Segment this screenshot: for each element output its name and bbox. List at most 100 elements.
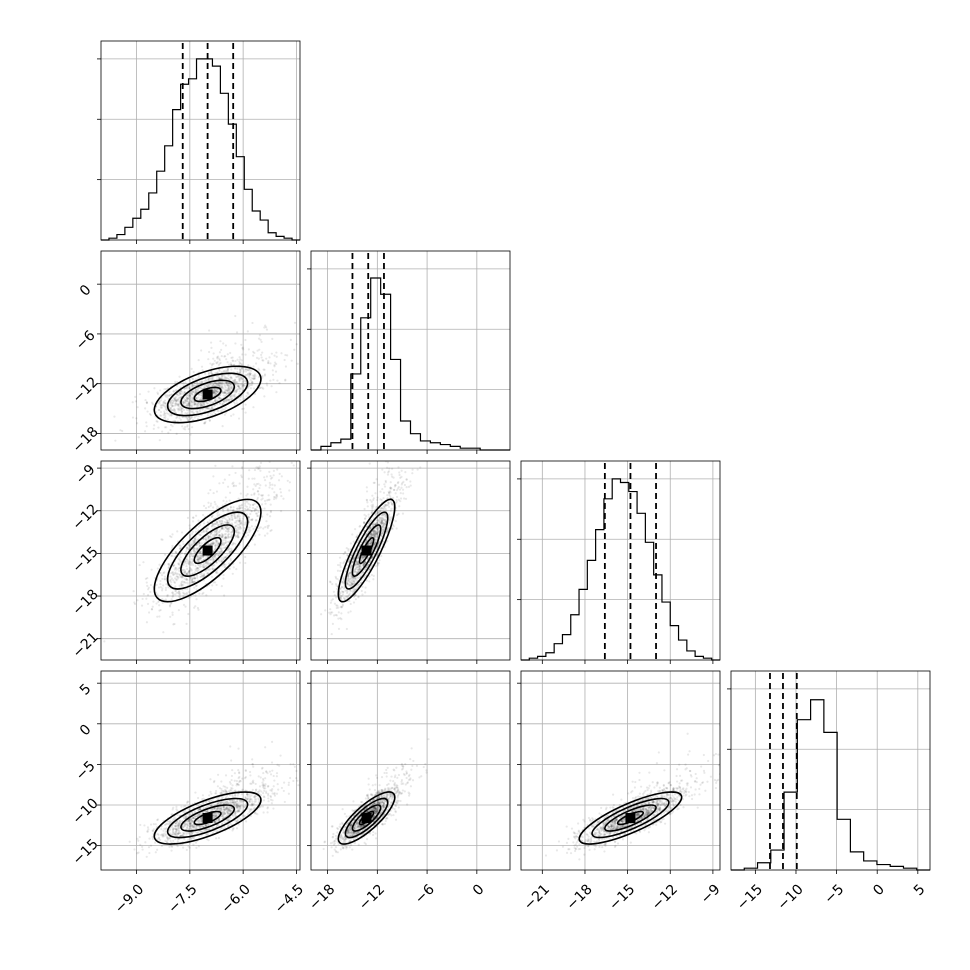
sample-point <box>188 387 191 390</box>
sample-point <box>207 406 210 410</box>
sample-point <box>257 527 261 530</box>
sample-point <box>361 585 364 588</box>
sample-point <box>266 499 269 502</box>
sample-point <box>178 393 181 397</box>
sample-point <box>172 623 175 626</box>
sample-point <box>229 536 232 539</box>
sample-point <box>207 378 210 381</box>
sample-point <box>255 356 259 359</box>
sample-point <box>279 488 282 491</box>
sample-point <box>381 521 384 524</box>
sample-point <box>190 532 194 535</box>
sample-point <box>273 365 276 368</box>
sample-point <box>284 379 287 382</box>
sample-point <box>340 594 343 598</box>
sample-point <box>279 491 283 494</box>
sample-point <box>361 557 365 560</box>
sample-point <box>260 503 264 506</box>
sample-point <box>231 801 234 804</box>
sample-point <box>350 583 353 586</box>
density-contour <box>153 498 262 603</box>
sample-point <box>150 608 153 611</box>
sample-point <box>182 401 185 404</box>
sample-point <box>212 357 215 360</box>
sample-point <box>197 377 200 380</box>
sample-point <box>213 547 216 551</box>
sample-point <box>193 402 197 406</box>
sample-point <box>299 457 301 459</box>
sample-point <box>371 533 374 536</box>
sample-point <box>185 578 188 581</box>
sample-point <box>199 410 202 413</box>
sample-point <box>260 498 263 501</box>
sample-point <box>199 385 202 389</box>
sample-point <box>191 401 194 404</box>
sample-point <box>236 382 240 386</box>
sample-point <box>193 577 196 580</box>
sample-point <box>247 516 250 519</box>
sample-point <box>221 527 224 531</box>
sample-point <box>284 365 288 368</box>
sample-point <box>363 562 366 565</box>
sample-point <box>221 380 224 383</box>
sample-point <box>173 397 176 401</box>
sample-point <box>157 408 160 412</box>
sample-point <box>214 544 218 547</box>
sample-point <box>346 575 349 578</box>
sample-point <box>335 596 338 599</box>
sample-point <box>221 526 224 529</box>
sample-point <box>174 566 177 569</box>
sample-point <box>218 519 221 523</box>
sample-point <box>171 546 174 549</box>
sample-point <box>196 559 200 562</box>
sample-point <box>213 389 216 392</box>
sample-point <box>191 581 194 584</box>
sample-point <box>380 510 383 513</box>
sample-point <box>205 594 208 597</box>
sample-point <box>241 503 244 506</box>
sample-point <box>177 408 180 411</box>
sample-point <box>253 454 255 456</box>
sample-point <box>187 394 190 397</box>
sample-point <box>352 587 355 591</box>
sample-point <box>361 555 364 558</box>
sample-point <box>355 561 358 564</box>
sample-point <box>357 569 360 573</box>
sample-point <box>207 561 210 564</box>
sample-point <box>360 557 363 560</box>
sample-point <box>278 764 281 767</box>
sample-point <box>199 551 202 554</box>
sample-point <box>187 404 191 408</box>
sample-point <box>158 615 161 618</box>
sample-point <box>363 555 367 558</box>
sample-point <box>186 397 189 400</box>
sample-point <box>339 597 343 600</box>
sample-point <box>348 579 351 582</box>
sample-point <box>245 547 249 550</box>
sample-point <box>250 794 253 797</box>
sample-point <box>237 533 240 537</box>
sample-point <box>191 560 194 563</box>
sample-point <box>223 808 226 811</box>
sample-point <box>189 827 192 830</box>
sample-point <box>282 497 285 500</box>
sample-point <box>198 565 201 569</box>
sample-point <box>356 557 359 560</box>
sample-point <box>184 558 187 561</box>
sample-point <box>192 555 195 558</box>
sample-point <box>234 359 237 363</box>
sample-point <box>239 370 242 373</box>
sample-point <box>180 546 183 549</box>
sample-point <box>178 392 181 395</box>
sample-point <box>354 578 357 581</box>
sample-point <box>247 477 250 480</box>
sample-point <box>227 381 231 385</box>
sample-point <box>220 354 223 358</box>
sample-point <box>193 537 197 540</box>
sample-point <box>257 367 260 370</box>
sample-point <box>238 523 241 527</box>
sample-point <box>200 394 203 397</box>
sample-point <box>246 369 249 372</box>
sample-point <box>195 566 198 570</box>
sample-point <box>370 500 373 503</box>
